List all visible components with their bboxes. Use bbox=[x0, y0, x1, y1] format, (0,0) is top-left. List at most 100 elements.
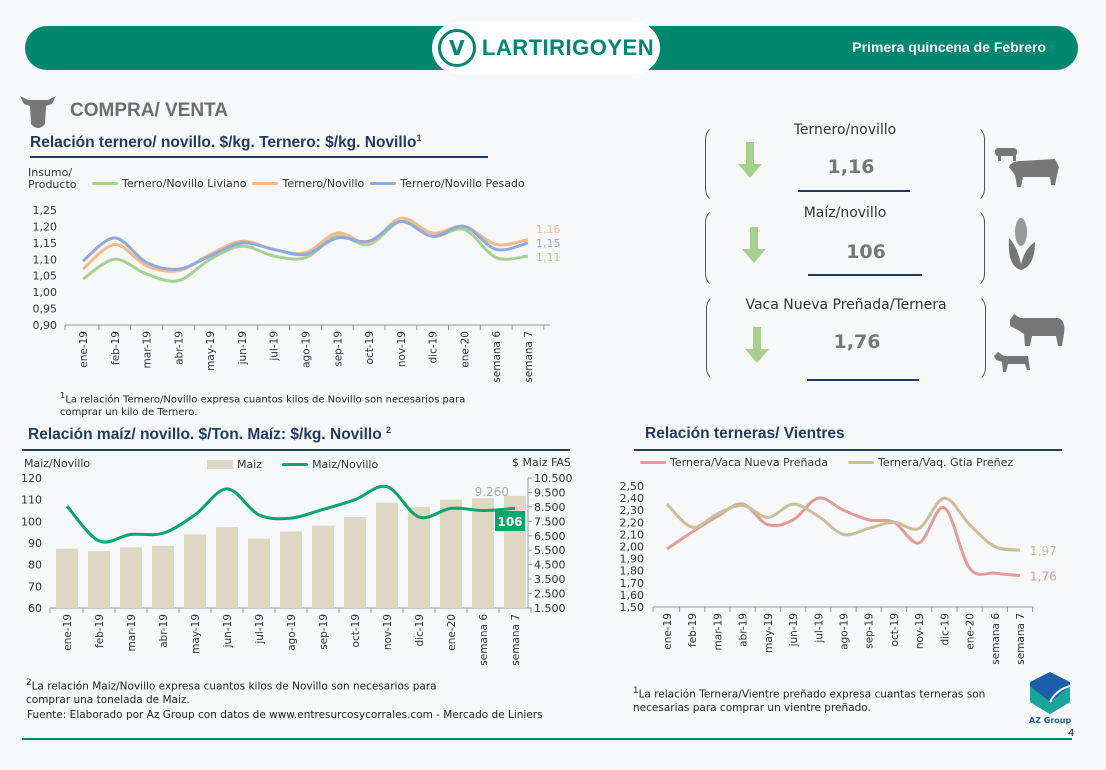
legend-label: Ternero/Novillo Liviano bbox=[122, 177, 247, 190]
bar-maiz bbox=[440, 499, 462, 608]
az-group-label: AZ Group bbox=[1029, 716, 1072, 725]
x-tick-label: abr-19 bbox=[738, 613, 750, 647]
cow-head-icon bbox=[20, 96, 56, 128]
chart1-title-text: Relación ternero/ novillo. $/kg. Ternero… bbox=[30, 134, 417, 152]
legend-label: Maiz bbox=[237, 458, 263, 471]
chart2-y2label: $ Maiz FAS bbox=[512, 456, 571, 469]
legend-item: Ternera/Vaq. Gtia Preñez bbox=[848, 456, 1013, 469]
legend-label: Ternero/Novillo bbox=[282, 177, 365, 190]
arrow-down-icon bbox=[742, 227, 766, 263]
x-tick-label: dic-19 bbox=[414, 614, 426, 647]
y-tick-label: 1,10 bbox=[33, 253, 58, 266]
chart2-legend: Maiz Maiz/Novillo bbox=[207, 458, 378, 471]
x-tick-label: sep-19 bbox=[318, 614, 330, 650]
source-note: Fuente: Elaborado por Az Group con datos… bbox=[27, 709, 543, 721]
card-value: 1,76 bbox=[833, 331, 881, 353]
ylabel-line: Producto bbox=[28, 178, 77, 191]
y-tick-label: 0,95 bbox=[33, 303, 58, 316]
y-tick-label: 2,30 bbox=[620, 504, 644, 517]
bar-maiz bbox=[184, 534, 206, 608]
chart3-note: 1La relación Ternera/Vientre preñado exp… bbox=[633, 685, 1023, 715]
legend-item: Ternero/Novillo bbox=[252, 177, 364, 190]
y-tick-label: 2,40 bbox=[620, 492, 644, 505]
legend-label: Ternero/Novillo Pesado bbox=[400, 177, 525, 190]
chart2-ylabel: Maiz/Novillo bbox=[24, 457, 91, 470]
y2-tick-label: 9.500 bbox=[534, 486, 566, 499]
y-tick-label: 1,25 bbox=[33, 204, 58, 217]
y-tick-label: 1,00 bbox=[33, 286, 58, 299]
series-line-2 bbox=[82, 220, 529, 271]
x-tick-label: mar-19 bbox=[712, 613, 724, 650]
x-tick-label: nov-19 bbox=[914, 613, 926, 649]
chart1-legend: Ternero/Novillo Liviano Ternero/Novillo … bbox=[92, 177, 525, 190]
y-tick-label: 80 bbox=[28, 559, 42, 572]
az-group-logo-icon bbox=[1030, 672, 1070, 714]
y-tick-label: 2,20 bbox=[620, 516, 644, 529]
x-tick-label: oct-19 bbox=[364, 331, 376, 364]
chart2-title-text: Relación maíz/ novillo. $/Ton. Maíz: $/k… bbox=[28, 426, 382, 444]
end-value-label: 1,76 bbox=[1030, 570, 1057, 584]
end-value-label: 1,97 bbox=[1030, 544, 1057, 558]
x-tick-label: dic-19 bbox=[939, 613, 951, 646]
x-tick-label: sep-19 bbox=[864, 613, 876, 649]
bar-maiz bbox=[472, 498, 494, 608]
x-tick-label: jul-19 bbox=[269, 331, 281, 362]
legend-swatch bbox=[252, 182, 279, 185]
chart3-legend: Ternera/Vaca Nueva Preñada Ternera/Vaq. … bbox=[640, 456, 1013, 469]
legend-label: Ternera/Vaca Nueva Preñada bbox=[670, 456, 828, 469]
x-tick-label: oct-19 bbox=[350, 614, 362, 647]
card-underline bbox=[798, 190, 910, 192]
y-tick-label: 0,90 bbox=[33, 319, 58, 332]
series-line-maiz-novillo bbox=[65, 484, 516, 544]
footer-rule bbox=[22, 738, 1072, 740]
bar-end-label: 9.260 bbox=[475, 485, 509, 499]
cow-and-calf-icon bbox=[994, 314, 1065, 372]
y2-tick-label: 2.500 bbox=[534, 588, 566, 601]
legend-item: Ternera/Vaca Nueva Preñada bbox=[640, 456, 828, 469]
title-underline bbox=[634, 449, 1062, 451]
y-tick-label: 1,50 bbox=[620, 601, 644, 614]
y-tick-label: 70 bbox=[28, 580, 42, 593]
x-tick-label: nov-19 bbox=[382, 614, 394, 650]
brand-mark-icon: V bbox=[437, 29, 476, 67]
note-sup: 2 bbox=[26, 678, 32, 688]
x-tick-label: ene-20 bbox=[459, 331, 471, 368]
y-tick-label: 60 bbox=[28, 602, 42, 615]
y2-tick-label: 6.500 bbox=[534, 530, 566, 543]
chart2-plot: ene-19 feb-19 mar-19 abr-19 may-19 jun-19 jul-… bbox=[21, 472, 573, 666]
bar-maiz bbox=[280, 531, 302, 608]
y2-tick-label: 10.500 bbox=[534, 472, 573, 485]
x-tick-label: semana 7 bbox=[523, 331, 535, 383]
chart1-ylabel: Insumo/Producto bbox=[28, 167, 77, 191]
card-underline bbox=[808, 274, 922, 276]
note-sup: 1 bbox=[60, 390, 66, 400]
series-line-1 bbox=[665, 496, 1021, 552]
y-tick-label: 1,60 bbox=[620, 589, 644, 602]
ylabel-line: Insumo/ bbox=[28, 166, 73, 179]
y-tick-label: 2,50 bbox=[620, 480, 644, 493]
bar-maiz bbox=[88, 550, 110, 608]
end-value-label: 1,11 bbox=[536, 251, 561, 264]
x-tick-label: ago-19 bbox=[839, 613, 851, 650]
page-number: 4 bbox=[1068, 728, 1075, 739]
legend-swatch bbox=[370, 182, 397, 185]
bar-maiz bbox=[56, 548, 78, 608]
y-tick-label: 1,70 bbox=[620, 577, 644, 590]
summary-card-ternero-novillo: Ternero/novillo 1,16 bbox=[705, 122, 985, 203]
note-text: La relación Ternera/Vientre preñado expr… bbox=[633, 688, 986, 714]
legend-swatch bbox=[848, 461, 874, 464]
y-tick-label: 1,05 bbox=[33, 270, 58, 283]
x-tick-label: feb-19 bbox=[94, 614, 106, 648]
bar-maiz bbox=[216, 527, 238, 608]
bar-maiz bbox=[120, 547, 142, 608]
x-tick-label: ene-19 bbox=[662, 613, 674, 650]
y2-tick-label: 1.500 bbox=[534, 602, 566, 615]
bar-maiz bbox=[376, 502, 398, 608]
end-value-label: 1,15 bbox=[536, 237, 561, 250]
x-tick-label: jun-19 bbox=[788, 613, 800, 647]
x-tick-label: ene-20 bbox=[446, 614, 458, 651]
card-value: 106 bbox=[846, 241, 886, 263]
chart3-title: Relación terneras/ Vientres bbox=[645, 425, 845, 442]
title-underline bbox=[22, 449, 570, 451]
legend-item: Ternero/Novillo Pesado bbox=[370, 177, 525, 190]
